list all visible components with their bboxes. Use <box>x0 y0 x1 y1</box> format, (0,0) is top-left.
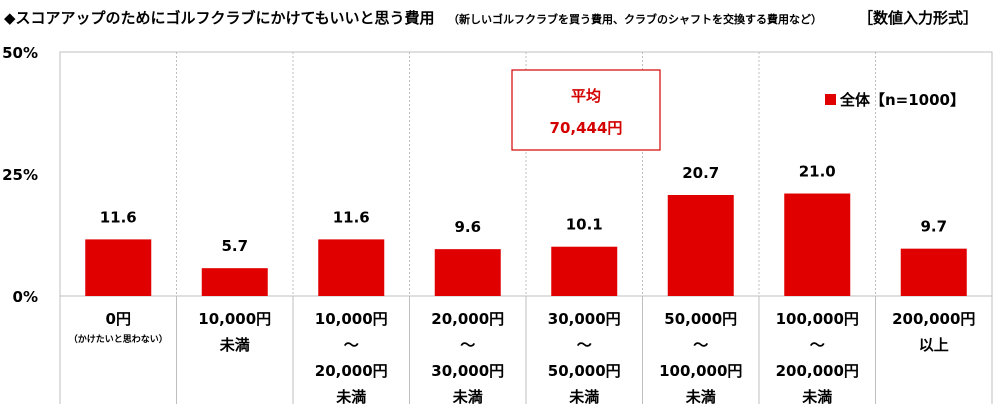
x-tick-label: 10,000円 <box>315 310 388 328</box>
chart-title-note: （新しいゴルフクラブを買う費用、クラブのシャフトを交換する費用など） <box>448 12 822 26</box>
bar <box>318 239 385 296</box>
average-title: 平均 <box>571 87 601 105</box>
average-box <box>511 69 661 151</box>
x-tick-label: 以上 <box>919 336 949 354</box>
bar <box>201 268 268 296</box>
data-label: 9.7 <box>920 218 947 236</box>
x-tick-label: 100,000円 <box>659 362 742 380</box>
data-label: 9.6 <box>454 218 481 236</box>
data-label: 5.7 <box>221 237 248 255</box>
legend-swatch <box>825 94 836 105</box>
x-tick-label: 未満 <box>219 336 250 354</box>
average-annotation: 平均 70,444円 <box>511 69 661 151</box>
x-tick-label: ～ <box>577 336 592 354</box>
data-label: 11.6 <box>333 208 370 226</box>
bar <box>551 246 618 296</box>
data-label: 10.1 <box>566 216 603 234</box>
x-tick-label: 未満 <box>452 388 483 406</box>
bar <box>900 248 967 296</box>
data-labels: 11.6 5.7 11.6 9.6 10.1 20.7 21.0 9.7 <box>100 163 947 256</box>
legend: 全体【n=1000】 <box>825 91 965 109</box>
x-tick-label: 100,000円 <box>776 310 859 328</box>
gridlines <box>59 52 993 404</box>
y-tick-label: 50% <box>2 44 38 62</box>
x-tick-label: 20,000円 <box>431 310 504 328</box>
chart-title: ◆スコアアップのためにゴルフクラブにかけてもいいと思う費用 <box>4 9 435 27</box>
x-tick-label: 200,000円 <box>892 310 975 328</box>
x-tick-label: 200,000円 <box>776 362 859 380</box>
x-tick-label: 未満 <box>685 388 716 406</box>
x-tick-note: （かけたいと思わない） <box>69 334 168 345</box>
x-tick-label: 10,000円 <box>198 310 271 328</box>
y-tick-label: 25% <box>2 166 38 184</box>
x-tick-label: 50,000円 <box>548 362 621 380</box>
x-tick-label: ～ <box>460 336 475 354</box>
y-axis: 0% 25% 50% <box>2 44 38 306</box>
x-tick-label: ～ <box>810 336 825 354</box>
data-label: 21.0 <box>799 163 836 181</box>
x-tick-label: 30,000円 <box>548 310 621 328</box>
x-tick-label: 0円 <box>106 310 131 328</box>
average-value: 70,444円 <box>550 119 623 137</box>
legend-label: 全体【n=1000】 <box>839 91 965 109</box>
x-tick-label: 未満 <box>568 388 599 406</box>
x-tick-label: 未満 <box>335 388 366 406</box>
bar <box>85 239 152 296</box>
data-label: 20.7 <box>682 164 719 182</box>
y-tick-label: 0% <box>13 288 38 306</box>
chart-title-format: ［数値入力形式］ <box>858 9 978 27</box>
x-axis: 0円（かけたいと思わない）10,000円未満10,000円～20,000円未満2… <box>69 310 976 406</box>
bar <box>784 193 851 296</box>
x-tick-label: ～ <box>693 336 708 354</box>
x-tick-label: 未満 <box>801 388 832 406</box>
bar <box>667 194 734 296</box>
bar <box>434 249 501 296</box>
x-tick-label: ～ <box>344 336 359 354</box>
x-tick-label: 30,000円 <box>431 362 504 380</box>
data-label: 11.6 <box>100 208 137 226</box>
x-tick-label: 50,000円 <box>664 310 737 328</box>
bars <box>85 193 967 296</box>
x-tick-label: 20,000円 <box>315 362 388 380</box>
